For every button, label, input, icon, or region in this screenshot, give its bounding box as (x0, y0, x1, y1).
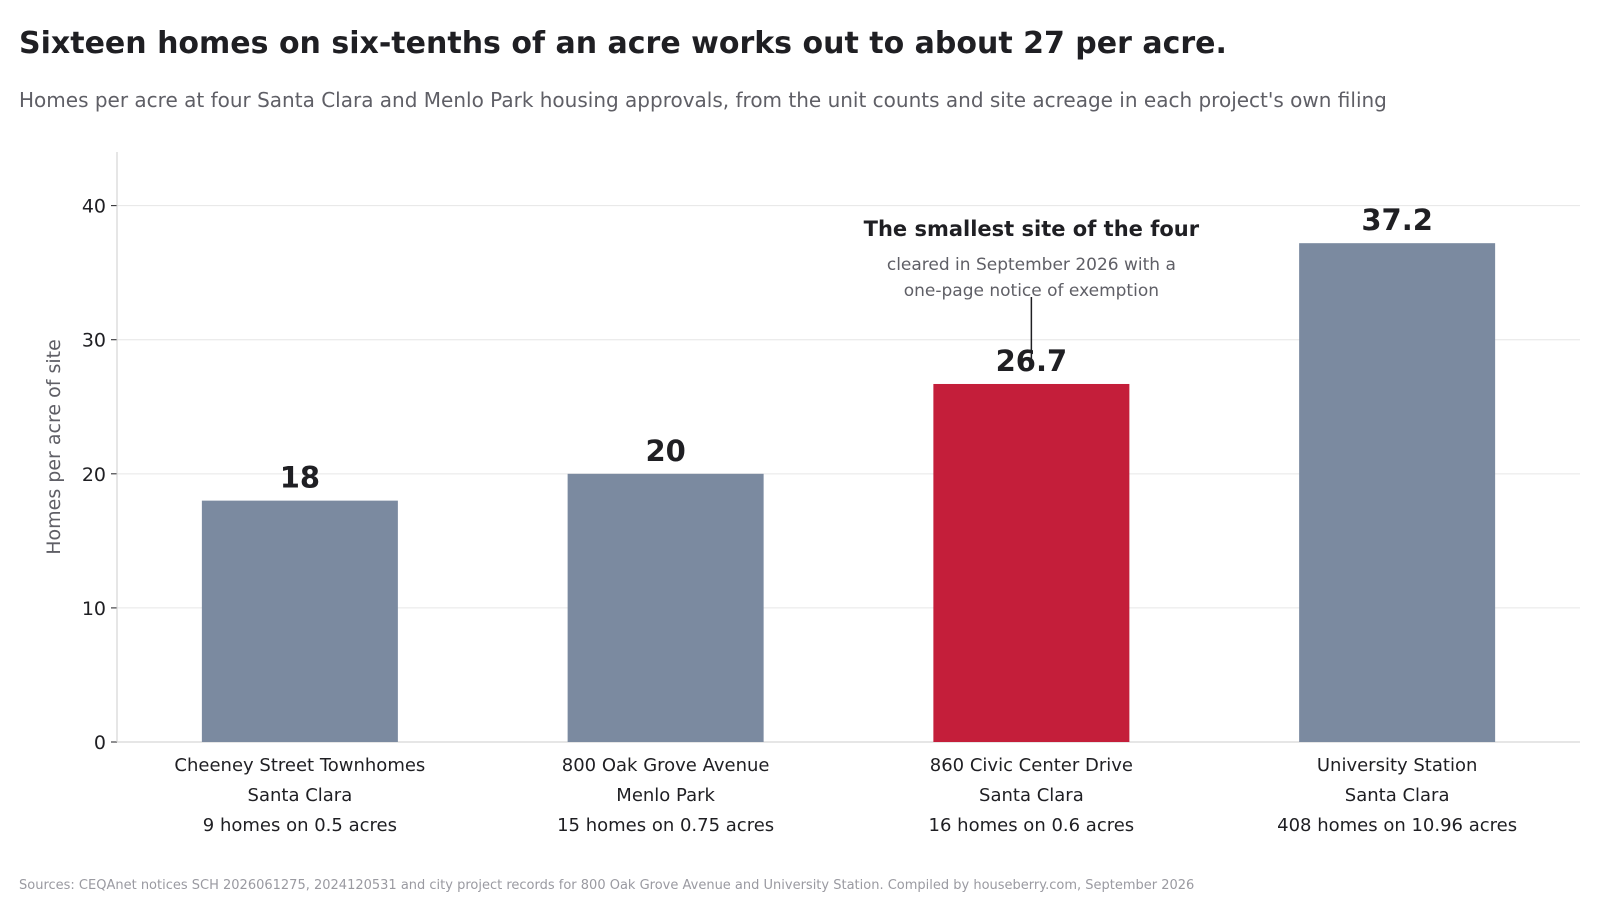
y-tick-label: 10 (82, 598, 106, 620)
y-tick-label: 30 (82, 330, 106, 352)
y-tick-label: 0 (94, 732, 106, 754)
x-tick-label-city: Santa Clara (979, 785, 1084, 806)
annotation-title: The smallest site of the four (864, 217, 1200, 241)
y-tick-label: 40 (82, 196, 106, 218)
page-title: Sixteen homes on six-tenths of an acre w… (19, 26, 1227, 61)
x-tick-label-detail: 408 homes on 10.96 acres (1277, 815, 1517, 836)
x-tick-label-detail: 15 homes on 0.75 acres (557, 815, 774, 836)
x-tick-label-city: Santa Clara (248, 785, 353, 806)
bar-value-label: 18 (280, 461, 320, 495)
x-tick-label-detail: 9 homes on 0.5 acres (203, 815, 397, 836)
x-tick-label-city: Menlo Park (616, 785, 715, 806)
bar-value-label: 37.2 (1361, 203, 1433, 237)
x-tick-label-city: Santa Clara (1345, 785, 1450, 806)
x-tick-label: University Station (1317, 755, 1478, 776)
bar (933, 383, 1130, 742)
x-tick-label-detail: 16 homes on 0.6 acres (929, 815, 1135, 836)
annotation-text: one-page notice of exemption (904, 281, 1159, 301)
bar-value-label: 20 (645, 434, 685, 468)
x-tick-label: Cheeney Street Townhomes (174, 755, 425, 776)
x-tick-label: 800 Oak Grove Avenue (562, 755, 770, 776)
page-subtitle: Homes per acre at four Santa Clara and M… (19, 88, 1387, 112)
y-axis-label: Homes per acre of site (43, 339, 65, 555)
bar (201, 500, 398, 742)
bar (1299, 243, 1496, 742)
source-note: Sources: CEQAnet notices SCH 2026061275,… (19, 878, 1195, 893)
y-tick-label: 20 (82, 464, 106, 486)
x-tick-label: 860 Civic Center Drive (930, 755, 1133, 776)
bar (567, 473, 764, 742)
annotation-text: cleared in September 2026 with a (887, 255, 1176, 275)
